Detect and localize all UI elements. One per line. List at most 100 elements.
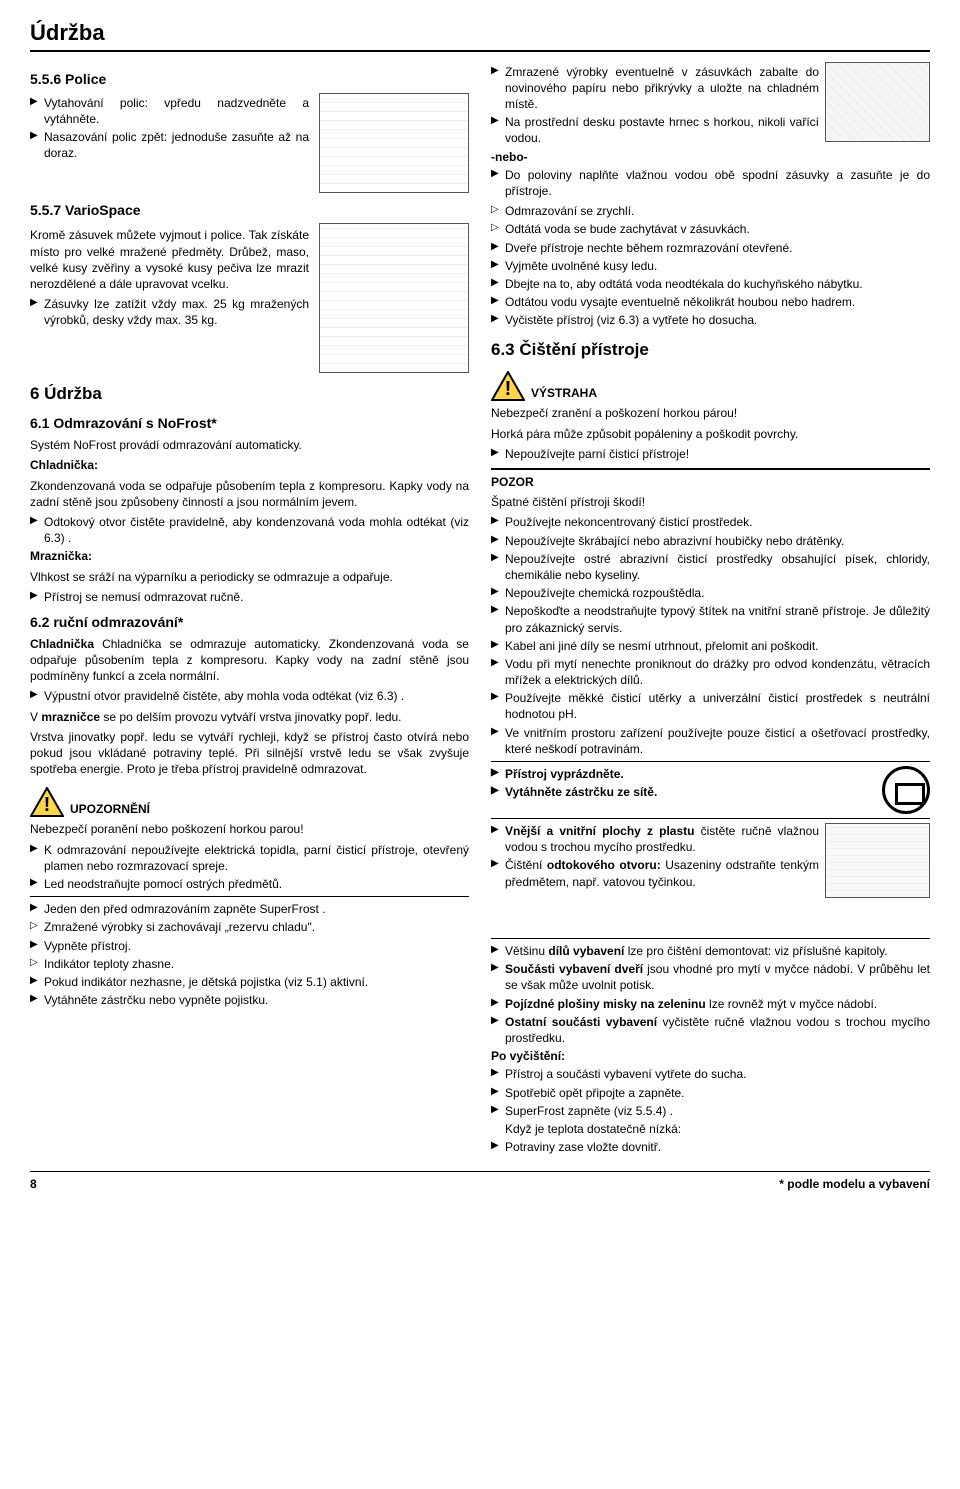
text: V <box>30 710 41 724</box>
bullet: Používejte nekoncentrovaný čisticí prost… <box>491 514 930 530</box>
bullet: Přístroj a součásti vybavení vytřete do … <box>491 1066 930 1082</box>
text: Špatné čištění přístroji škodí! <box>491 494 930 510</box>
bullet: Vyčistěte přístroj (viz 6.3) a vytřete h… <box>491 312 930 328</box>
bullet: Pojízdné plošiny misky na zeleninu lze r… <box>491 996 930 1012</box>
bullet: K odmrazování nepoužívejte elektrická to… <box>30 842 469 874</box>
paragraph: Zkondenzovaná voda se odpařuje působením… <box>30 478 469 510</box>
bullet: Přístroj se nemusí odmrazovat ručně. <box>30 589 469 605</box>
warning-text: Nebezpečí poranění nebo poškození horkou… <box>30 821 469 837</box>
bullet-hollow: Indikátor teploty zhasne. <box>30 956 469 972</box>
paragraph: Kromě zásuvek můžete vyjmout i police. T… <box>30 227 309 292</box>
bullet: Vypněte přístroj. <box>30 938 469 954</box>
paragraph: V mrazničce se po delším provozu vytváří… <box>30 709 469 725</box>
svg-text:!: ! <box>505 378 512 400</box>
variospace-diagram <box>319 223 469 373</box>
heading-557: 5.5.7 VarioSpace <box>30 201 469 220</box>
text: Součásti vybavení dveří <box>505 962 643 976</box>
bullet: Dveře přístroje nechte během rozmrazován… <box>491 240 930 256</box>
bullet: Potraviny zase vložte dovnitř. <box>491 1139 930 1155</box>
bullet: Ostatní součásti vybavení vyčistěte ručn… <box>491 1014 930 1046</box>
vystraha-block: ! VÝSTRAHA <box>491 371 930 401</box>
content-columns: 5.5.6 Police Vytahování polic: vpředu na… <box>30 62 930 1158</box>
text: lze pro čištění demontovat: viz příslušn… <box>624 944 887 958</box>
text: Většinu <box>505 944 548 958</box>
text: Vnější a vnitřní plochy z plastu <box>505 824 694 838</box>
bullet-hollow: Zmražené výrobky si zachovávají „rezervu… <box>30 919 469 935</box>
bullet: Vyjměte uvolněné kusy ledu. <box>491 258 930 274</box>
bullet: Nasazování polic zpět: jednoduše zasuňte… <box>30 129 309 161</box>
paragraph: Systém NoFrost provádí odmrazování autom… <box>30 437 469 453</box>
heading-61: 6.1 Odmrazování s NoFrost* <box>30 414 469 433</box>
text: Čištění <box>505 858 547 872</box>
right-column: Zmrazené výrobky eventuelně v zásuvkách … <box>491 62 930 1158</box>
subhead-mraznicka: Mraznička: <box>30 548 469 564</box>
paragraph: Chladnička Chladnička se odmrazuje autom… <box>30 636 469 685</box>
heading-63: 6.3 Čištění přístroje <box>491 339 930 362</box>
bullet: Do poloviny naplňte vlažnou vodou obě sp… <box>491 167 930 199</box>
warning-triangle-icon: ! <box>491 371 525 401</box>
left-column: 5.5.6 Police Vytahování polic: vpředu na… <box>30 62 469 1158</box>
bullet: Spotřebič opět připojte a zapněte. <box>491 1085 930 1101</box>
bullet: Výpustní otvor pravidelně čistěte, aby m… <box>30 688 469 704</box>
text: Nebezpečí zranění a poškození horkou pár… <box>491 405 930 421</box>
text: Pojízdné plošiny misky na zeleninu <box>505 997 706 1011</box>
bullet: Na prostřední desku postavte hrnec s hor… <box>491 114 930 146</box>
bullet: Zásuvky lze zatížit vždy max. 25 kg mraž… <box>30 296 309 328</box>
bullet: Vytahování polic: vpředu nadzvedněte a v… <box>30 95 309 127</box>
pozor-label: POZOR <box>491 474 930 490</box>
bullet: Používejte měkké čisticí utěrky a univer… <box>491 690 930 722</box>
subhead-chladnicka: Chladnička: <box>30 457 469 473</box>
text: lze rovněž mýt v myčce nádobí. <box>706 997 877 1011</box>
after-cleaning-label: Po vyčištění: <box>491 1048 930 1064</box>
page-number: 8 <box>30 1176 37 1192</box>
bullet: Přístroj vyprázdněte. <box>491 766 930 782</box>
warning-label: UPOZORNĚNÍ <box>70 801 150 817</box>
vystraha-label: VÝSTRAHA <box>531 385 597 401</box>
bullet: Většinu dílů vybavení lze pro čištění de… <box>491 943 930 959</box>
text: odtokového otvoru: <box>547 858 661 872</box>
page-footer: 8 * podle modelu a vybavení <box>30 1171 930 1192</box>
bullet: Vytáhněte zástrčku ze sítě. <box>491 784 930 800</box>
bullet: Kabel ani jiné díly se nesmí utrhnout, p… <box>491 638 930 654</box>
text: Ostatní součásti vybavení <box>505 1015 657 1029</box>
bullet: Nepoužívejte ostré abrazivní čisticí pro… <box>491 551 930 583</box>
bullet: Jeden den před odmrazováním zapněte Supe… <box>30 901 469 917</box>
bullet: Dbejte na to, aby odtátá voda neodtékala… <box>491 276 930 292</box>
text: se po delším provozu vytváří vrstva jino… <box>100 710 401 724</box>
paragraph: Vlhkost se sráží na výparníku a periodic… <box>30 569 469 585</box>
bullet: Nepoužívejte parní čisticí přístroje! <box>491 446 930 462</box>
warning-triangle-icon: ! <box>30 787 64 817</box>
text: Když je teplota dostatečně nízká: <box>491 1121 930 1137</box>
text: Chladnička se odmrazuje automaticky. Zko… <box>30 637 469 683</box>
nebo-label: -nebo- <box>491 149 930 165</box>
paragraph: Vrstva jinovatky popř. ledu se vytváří r… <box>30 729 469 778</box>
bullet: Vnější a vnitřní plochy z plastu čistěte… <box>491 823 930 855</box>
bullet-hollow: Odtátá voda se bude zachytávat v zásuvká… <box>491 221 930 237</box>
page-title: Údržba <box>30 18 930 52</box>
bullet: Zmrazené výrobky eventuelně v zásuvkách … <box>491 64 930 113</box>
svg-text:!: ! <box>44 794 51 816</box>
heading-62: 6.2 ruční odmrazování* <box>30 613 469 632</box>
bullet: Ve vnitřním prostoru zařízení používejte… <box>491 725 930 757</box>
bullet: Součásti vybavení dveří jsou vhodné pro … <box>491 961 930 993</box>
shelf-diagram <box>319 93 469 193</box>
bullet: Vodu při mytí nenechte proniknout do drá… <box>491 656 930 688</box>
bullet: Odtátou vodu vysajte eventuelně několikr… <box>491 294 930 310</box>
bullet: Odtokový otvor čistěte pravidelně, aby k… <box>30 514 469 546</box>
text: Horká pára může způsobit popáleniny a po… <box>491 426 930 442</box>
text: dílů vybavení <box>548 944 624 958</box>
bullet: Led neodstraňujte pomocí ostrých předmět… <box>30 876 469 892</box>
warning-block: ! UPOZORNĚNÍ <box>30 787 469 817</box>
bullet-hollow: Odmrazování se zrychlí. <box>491 203 930 219</box>
heading-6: 6 Údržba <box>30 383 469 406</box>
bullet: Vytáhněte zástrčku nebo vypněte pojistku… <box>30 992 469 1008</box>
footer-note: * podle modelu a vybavení <box>779 1176 930 1192</box>
bullet: Nepoškoďte a neodstraňujte typový štítek… <box>491 603 930 635</box>
text: mrazničce <box>41 710 100 724</box>
heading-556: 5.5.6 Police <box>30 70 469 89</box>
bullet: Nepoužívejte škrábající nebo abrazivní h… <box>491 533 930 549</box>
bullet: Čištění odtokového otvoru: Usazeniny ods… <box>491 857 930 889</box>
bullet: Pokud indikátor nezhasne, je dětská poji… <box>30 974 469 990</box>
bullet: SuperFrost zapněte (viz 5.5.4) . <box>491 1103 930 1119</box>
bullet: Nepoužívejte chemická rozpouštědla. <box>491 585 930 601</box>
